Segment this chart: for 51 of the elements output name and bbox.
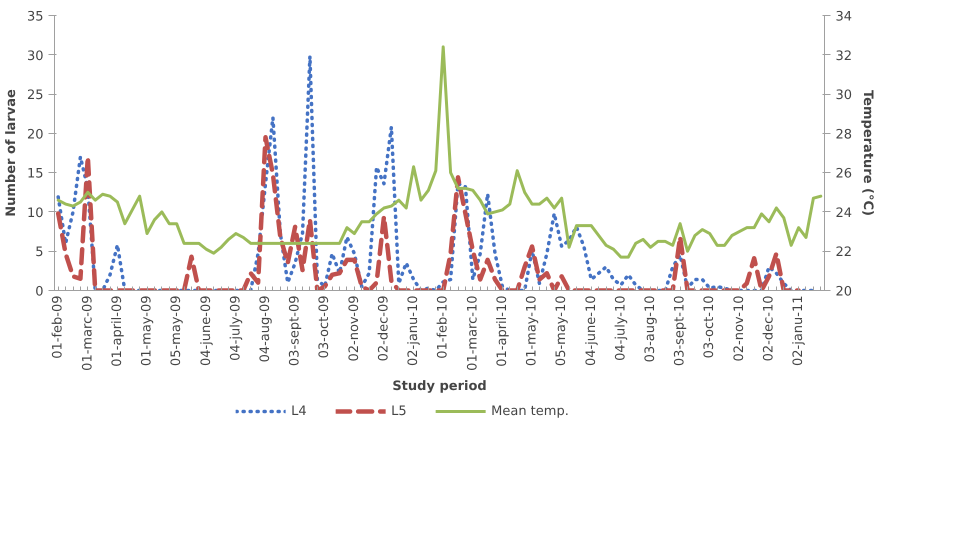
x-tick-label: 03-oct-09 (317, 296, 332, 358)
y-tick-label: 30 (26, 48, 44, 64)
x-tick-label: 03-aug-10 (643, 295, 658, 362)
x-tick-label: 04-july-09 (228, 295, 244, 361)
x-tick-label: 01-marc-09 (80, 295, 96, 371)
x-tick-label: 01-may-10 (524, 296, 540, 366)
y-tick-label: 0 (35, 284, 44, 300)
y2-tick-label: 30 (836, 88, 852, 104)
y-tick-label: 15 (26, 166, 44, 182)
x-tick-label: 03-sept-10 (672, 295, 688, 366)
line-series (56, 45, 822, 259)
line-series (56, 54, 816, 290)
x-tick-label: 02-nov-09 (346, 295, 362, 362)
x-tick-label: 04-june-09 (198, 295, 214, 366)
y-tick-label: 5 (35, 245, 44, 260)
y2-axis-title: Temperature (°C) (860, 90, 876, 216)
y2-tick-label: 28 (836, 127, 852, 142)
legend-label: L5 (391, 404, 408, 418)
x-tick-label: 02-dec-09 (376, 295, 392, 362)
y-axis-title: Number of larvae (4, 89, 19, 217)
x-tick-label: 04-june-10 (584, 295, 599, 366)
legend-label: Mean temp. (491, 404, 569, 418)
x-tick-label: 03-sept-09 (288, 295, 303, 366)
y2-tick-label: 22 (836, 245, 852, 260)
y2-tick-label: 32 (836, 48, 852, 64)
x-tick-label: 01-feb-10 (436, 295, 451, 359)
x-tick-label: 02-dec-10 (761, 295, 776, 362)
x-tick-label: 01-may-09 (140, 296, 155, 366)
y2-tick-label: 26 (836, 166, 852, 182)
y-tick-label: 20 (26, 127, 44, 142)
x-tick-label: 02-janu-10 (406, 295, 422, 366)
x-tick-label: 04-aug-09 (258, 295, 274, 362)
y2-tick-label: 24 (836, 206, 852, 221)
x-tick-label: 01-marc-10 (465, 295, 480, 371)
y2-tick-label: 20 (836, 284, 852, 300)
legend-label: L4 (291, 404, 308, 418)
x-tick-label: 02-nov-10 (732, 295, 747, 362)
x-tick-label: 05-may-10 (554, 296, 570, 366)
x-tick-label: 05-may-09 (169, 296, 184, 366)
line-series (56, 135, 801, 290)
x-axis-title: Study period (392, 378, 487, 394)
x-tick-label: 01-april-09 (110, 295, 125, 367)
x-tick-label: 01-april-10 (494, 295, 510, 367)
x-tick-label: 01-feb-09 (50, 295, 66, 359)
x-tick-label: 03-oct-10 (702, 296, 718, 358)
x-tick-label: 02-janu-11 (791, 295, 806, 366)
y2-tick-label: 34 (836, 10, 852, 24)
y-tick-label: 25 (26, 88, 44, 104)
y-tick-label: 10 (26, 206, 44, 221)
y-tick-label: 35 (26, 10, 44, 24)
x-tick-label: 04-july-10 (613, 295, 628, 361)
